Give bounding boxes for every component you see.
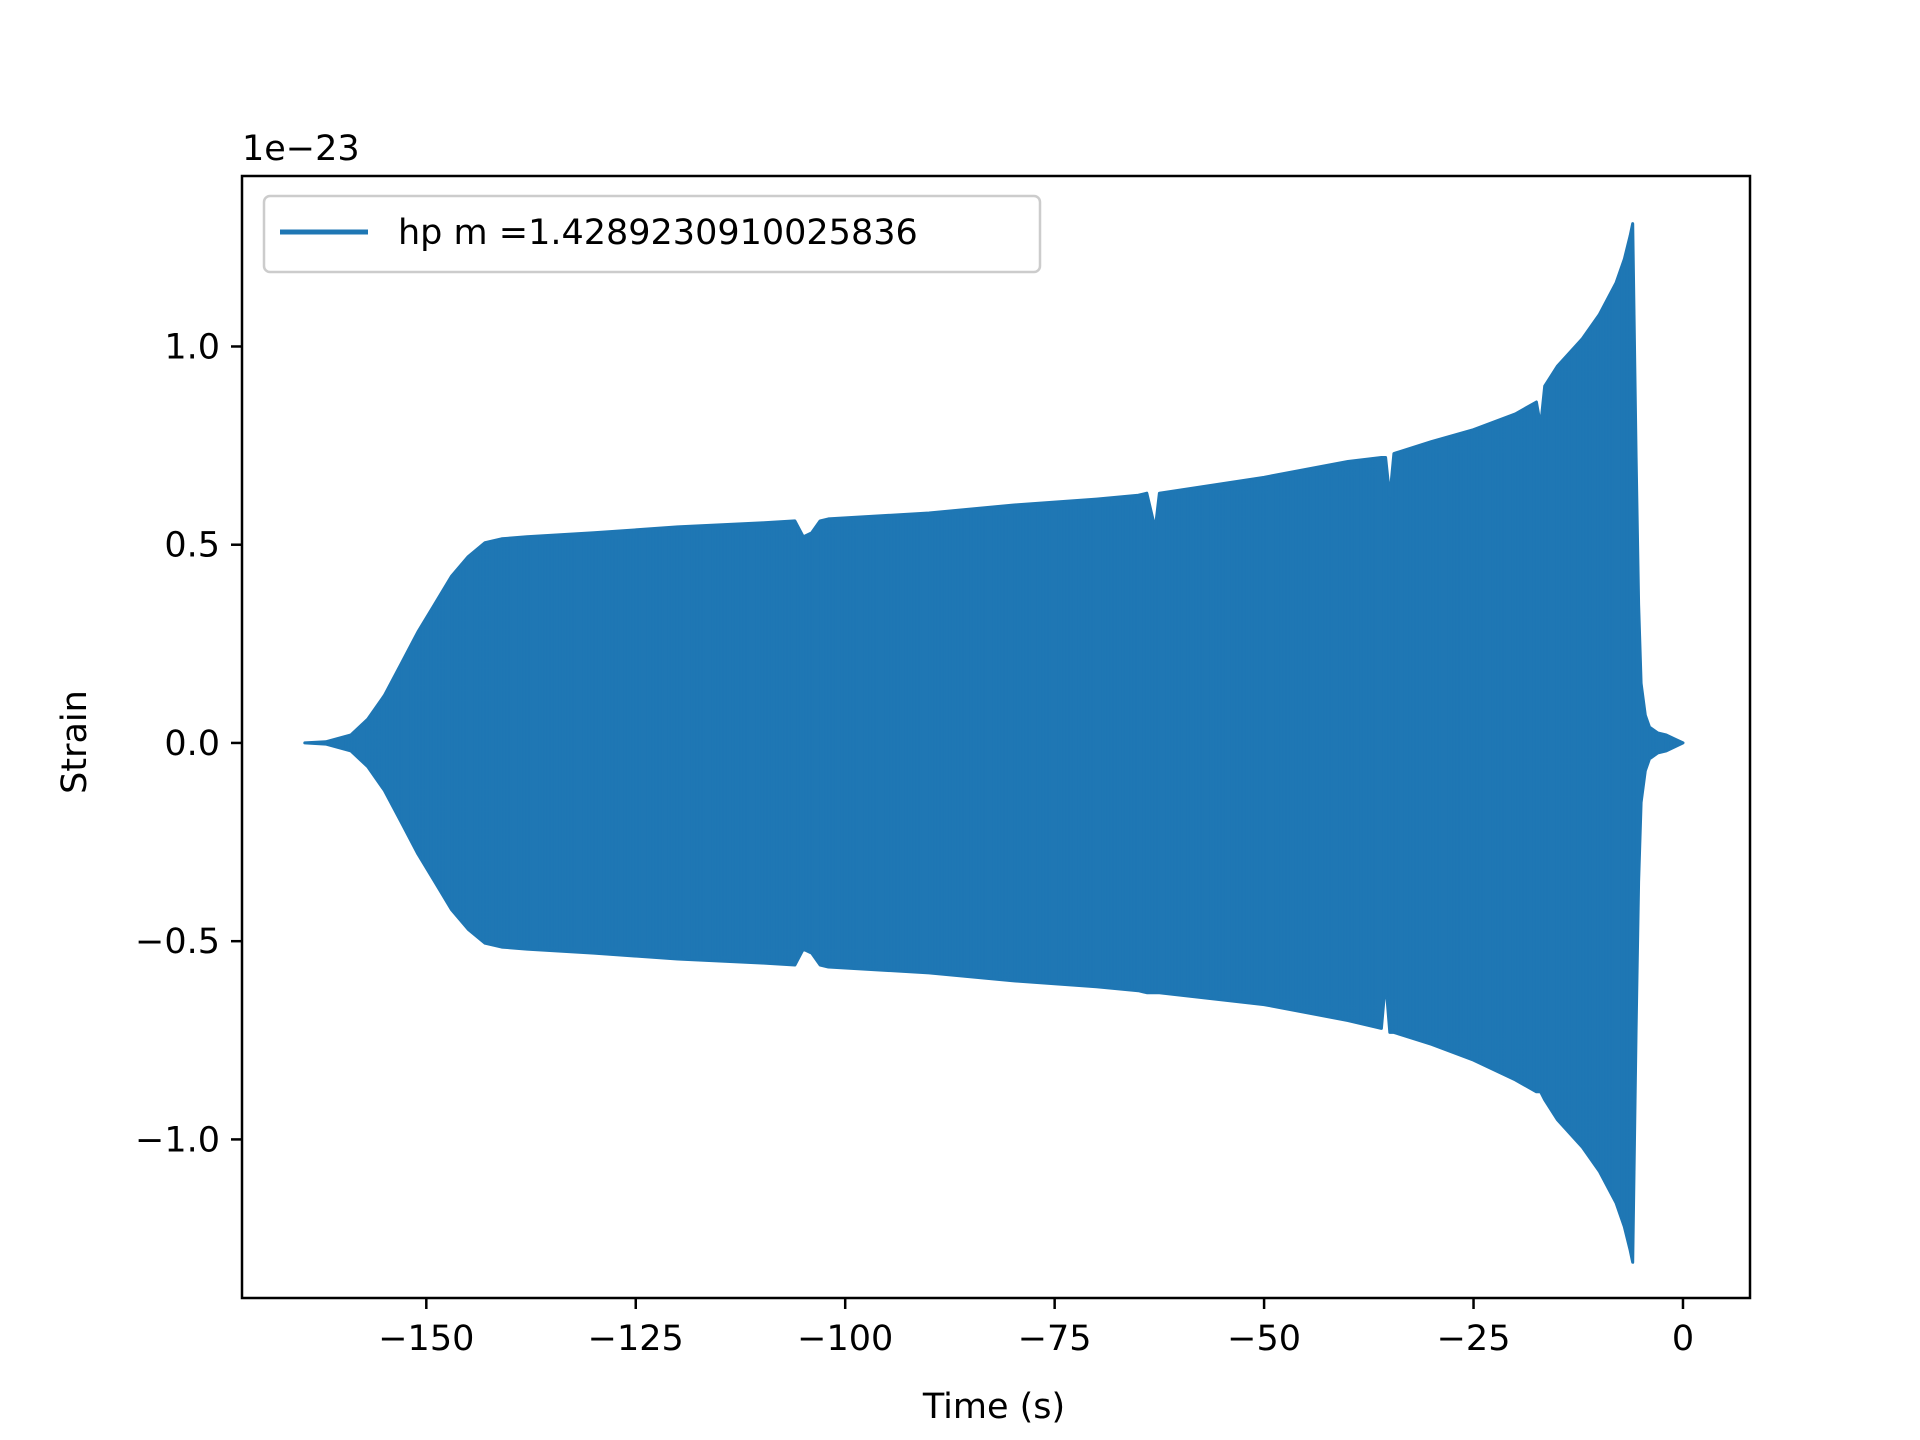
x-tick-label: −100 xyxy=(797,1319,893,1359)
y-tick-label: −1.0 xyxy=(135,1120,220,1160)
x-tick-label: −75 xyxy=(1018,1319,1092,1359)
legend-frame xyxy=(262,194,1042,274)
y-tick-label: −0.5 xyxy=(135,922,220,962)
legend-label: hp m =1.4289230910025836 xyxy=(398,213,918,253)
x-axis-label: Time (s) xyxy=(922,1387,1065,1427)
axes-frame xyxy=(240,174,1752,1300)
y-axis-label: Strain xyxy=(55,690,95,794)
plot-area xyxy=(303,222,1685,1264)
x-tick-label: 0 xyxy=(1672,1319,1694,1359)
x-tick-label: −125 xyxy=(588,1319,684,1359)
y-tick-label: 1.0 xyxy=(164,327,220,367)
axes: −150 −125 −100 −75 −50 −25 0 1.0 0.5 0.0 −0.5 −1.0 xyxy=(135,174,1752,1359)
y-tick-label: 0.5 xyxy=(164,526,220,566)
x-tick-label: −50 xyxy=(1227,1319,1301,1359)
x-tick-label: −25 xyxy=(1437,1319,1511,1359)
legend: hp m =1.4289230910025836 xyxy=(262,194,1042,274)
series-line xyxy=(306,235,1681,1251)
x-tick-label: −150 xyxy=(378,1319,474,1359)
y-offset-label: 1e−23 xyxy=(242,129,360,169)
y-tick-label: 0.0 xyxy=(164,724,220,764)
